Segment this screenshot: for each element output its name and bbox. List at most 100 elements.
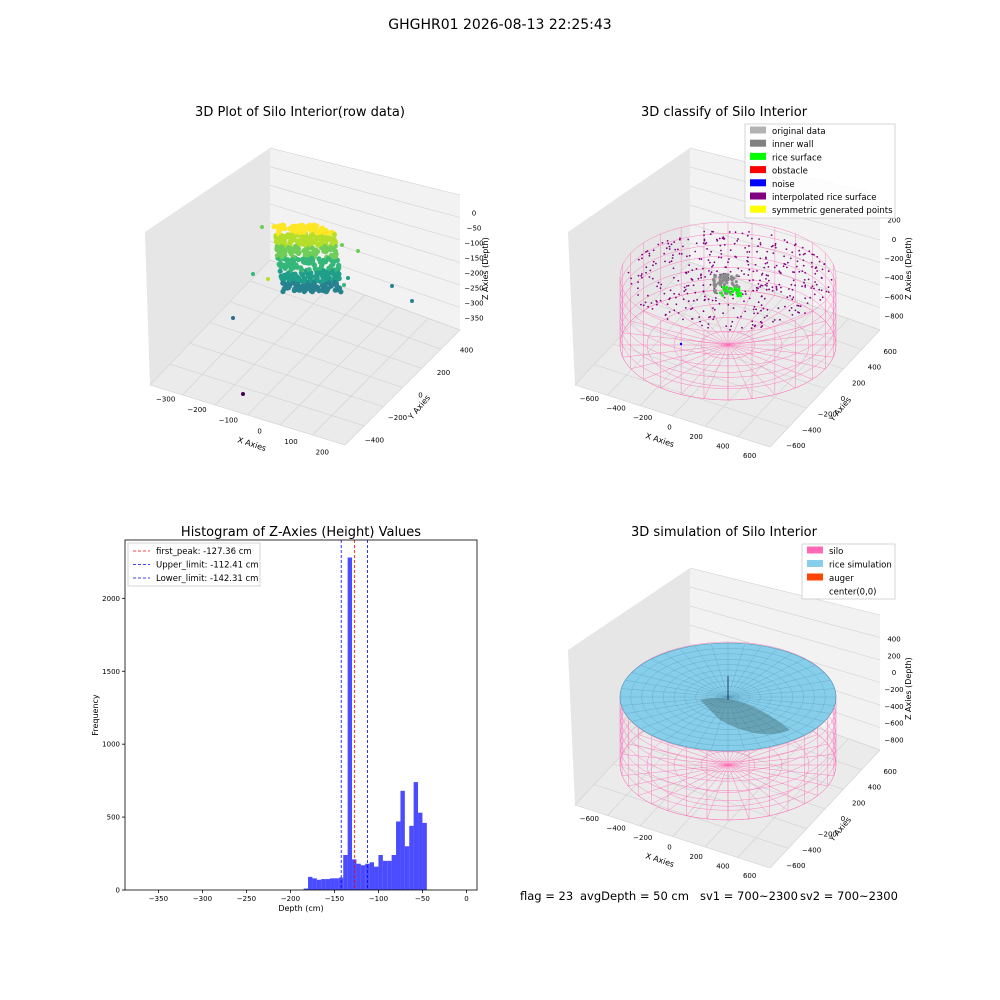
- surface-point: [772, 244, 774, 247]
- surface-point: [748, 279, 751, 282]
- surface-point: [777, 307, 780, 310]
- surface-point: [821, 268, 824, 271]
- surface-point: [774, 246, 777, 249]
- surface-point: [671, 257, 674, 259]
- surface-point: [801, 246, 804, 249]
- panel1-x-ticks: −300 −200 −100 0 100 200: [156, 395, 329, 456]
- surface-point: [696, 298, 698, 301]
- surface-point: [786, 296, 789, 299]
- surface-point: [709, 233, 712, 236]
- surface-point: [761, 272, 764, 275]
- rice-mesh-spoke: [727, 653, 792, 698]
- legend-swatch: [807, 546, 823, 554]
- surface-point: [645, 251, 647, 253]
- surface-point: [788, 309, 791, 312]
- data-point: [292, 286, 298, 292]
- z-tick-label: −200: [884, 686, 903, 694]
- surface-point: [766, 250, 769, 253]
- surface-point: [744, 290, 747, 293]
- surface-point: [728, 231, 731, 233]
- data-point: [280, 234, 286, 240]
- surface-point: [741, 326, 743, 329]
- surface-point: [808, 250, 811, 253]
- surface-point: [663, 292, 666, 295]
- data-point: [282, 225, 288, 232]
- rice-mesh-spoke: [727, 658, 805, 698]
- surface-point: [668, 245, 671, 248]
- surface-point: [811, 253, 814, 256]
- data-point: [336, 265, 342, 271]
- surface-point: [804, 271, 807, 274]
- surface-point: [748, 251, 751, 253]
- surface-point: [788, 288, 790, 290]
- grid-line: [689, 605, 881, 661]
- grid-line: [312, 318, 429, 436]
- data-point: [260, 225, 264, 229]
- hist-bar: [325, 879, 331, 890]
- status-avg-depth: avgDepth = 50 cm: [580, 889, 689, 903]
- y-tick-label: −400: [802, 846, 821, 854]
- legend-label: original data: [772, 127, 826, 137]
- surface-point: [678, 252, 681, 255]
- surface-point: [770, 234, 773, 237]
- rice-mesh-spoke: [664, 696, 729, 741]
- surface-point: [669, 289, 672, 292]
- y-tick-label: 500: [107, 814, 120, 822]
- legend-swatch: [807, 560, 823, 567]
- y-tick-label: −200: [388, 414, 407, 422]
- surface-point: [703, 230, 706, 233]
- surface-point: [708, 253, 711, 256]
- surface-point: [763, 297, 766, 300]
- inner-wall-point: [735, 274, 739, 278]
- data-point: [307, 222, 313, 228]
- surface-point: [798, 253, 801, 256]
- surface-point: [804, 297, 807, 300]
- inner-wall-point: [718, 275, 722, 279]
- panel3-bars: [303, 557, 427, 891]
- surface-point: [771, 286, 774, 289]
- z-tick-label: 0: [892, 669, 896, 677]
- y-tick-label: 400: [868, 364, 881, 372]
- legend-swatch: [750, 166, 766, 174]
- rice-mesh-spoke: [727, 645, 762, 698]
- surface-point: [685, 285, 688, 287]
- surface-point: [820, 276, 823, 279]
- surface-point: [827, 270, 830, 272]
- surface-point: [763, 266, 766, 269]
- panel1-points: [231, 222, 414, 396]
- surface-point: [827, 291, 830, 293]
- surface-point: [761, 295, 763, 298]
- surface-point: [729, 249, 732, 252]
- grid-line: [689, 223, 881, 286]
- surface-point: [672, 254, 674, 256]
- surface-point: [675, 296, 677, 299]
- data-point: [284, 258, 290, 264]
- panel2-legend: original data inner wall rice surface obsta…: [744, 123, 896, 219]
- y-tick-label: −600: [786, 862, 805, 870]
- legend-label: Lower_limit: -142.31 cm: [156, 574, 258, 584]
- inner-wall-point: [726, 273, 730, 277]
- surface-point: [760, 284, 762, 287]
- x-tick-label: 0: [667, 844, 671, 852]
- surface-point: [648, 252, 651, 255]
- data-point: [312, 237, 319, 243]
- y-tick-label: 600: [883, 768, 896, 776]
- x-tick-label: 200: [690, 433, 703, 441]
- x-tick-label: −400: [606, 824, 625, 832]
- surface-point: [666, 318, 669, 320]
- inner-wall-point: [732, 276, 736, 280]
- surface-point: [794, 309, 797, 312]
- surface-point: [768, 288, 770, 291]
- surface-point: [663, 252, 666, 255]
- x-tick-label: 200: [690, 853, 703, 861]
- surface-point: [752, 289, 755, 292]
- rice-surface-point: [727, 290, 730, 293]
- surface-point: [819, 299, 822, 301]
- surface-point: [791, 251, 794, 254]
- surface-point: [719, 244, 722, 247]
- y-tick-label: −200: [818, 411, 837, 419]
- surface-point: [732, 297, 734, 300]
- surface-point: [721, 237, 724, 240]
- data-point: [295, 257, 301, 263]
